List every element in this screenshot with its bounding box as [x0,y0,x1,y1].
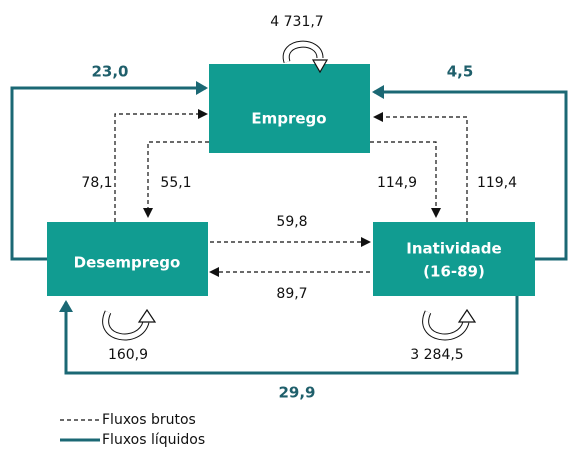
flow-value: 160,9 [108,347,148,363]
node-label: Inatividade [406,240,501,258]
net-value: 4,5 [447,63,474,81]
flow-value: 4 731,7 [270,14,323,30]
loop-head [311,59,329,74]
net-arrow [372,85,568,261]
legend-label: Fluxos líquidos [102,432,205,448]
flow-value: 55,1 [160,175,191,191]
flow-arrow [370,141,441,218]
flow-value: 78,1 [81,175,112,191]
loop-arrow [103,310,149,340]
node-label: Emprego [251,110,326,128]
node-label: Desemprego [74,254,181,272]
net-arrow [59,296,519,375]
legend-label: Fluxos brutos [102,412,196,428]
flow-value: 59,8 [276,214,307,230]
flow-arrow [114,109,208,222]
flow-value: 89,7 [276,286,307,302]
net-value: 23,0 [91,63,128,81]
node-desemprego: Desemprego [47,222,208,296]
loop-arrow [283,41,323,63]
node-inatividade: Inatividade (16-89) [373,222,535,296]
loop-head [137,308,157,323]
flow-value: 119,4 [477,175,517,191]
node-label: (16-89) [423,263,485,281]
node-emprego: Emprego [209,64,370,153]
net-arrow [10,81,208,261]
loop-head [457,308,477,323]
flow-value: 114,9 [377,175,417,191]
flow-value: 3 284,5 [410,347,463,363]
loop-arrow [423,310,469,340]
flow-arrow [373,112,468,222]
net-value: 29,9 [278,384,315,402]
